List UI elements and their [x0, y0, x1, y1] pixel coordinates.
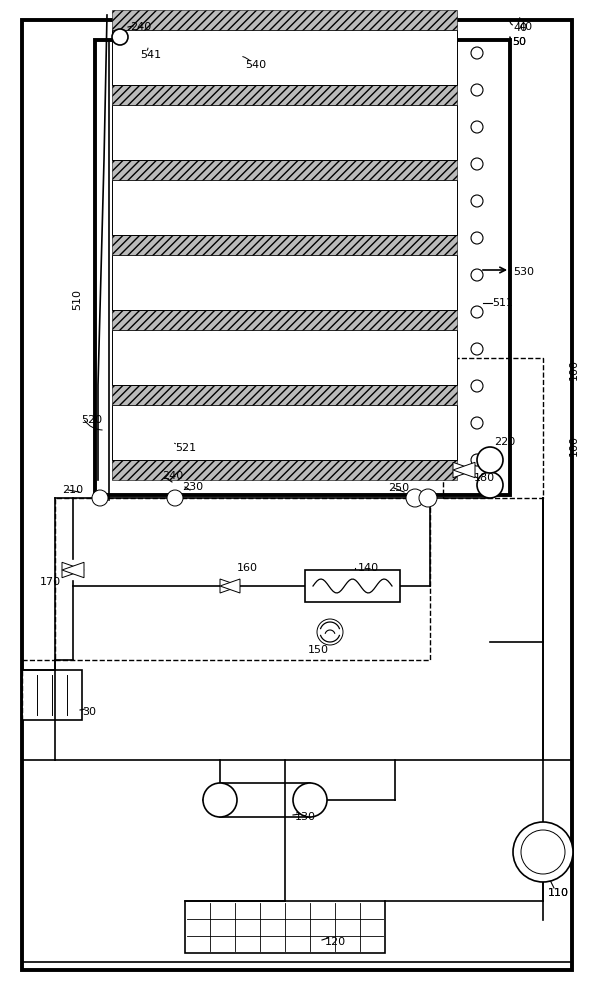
Text: 50: 50 — [512, 37, 526, 47]
Text: 521: 521 — [175, 443, 196, 453]
Circle shape — [167, 490, 183, 506]
Text: 240: 240 — [130, 22, 151, 32]
Text: 150: 150 — [308, 645, 329, 655]
Polygon shape — [62, 562, 84, 578]
Circle shape — [471, 47, 483, 59]
Circle shape — [521, 830, 565, 874]
Bar — [112, 385, 457, 405]
Bar — [95, 40, 510, 495]
Circle shape — [471, 84, 483, 96]
Circle shape — [471, 121, 483, 133]
Circle shape — [471, 417, 483, 429]
Circle shape — [112, 29, 128, 45]
Circle shape — [317, 619, 343, 645]
Bar — [112, 405, 457, 460]
Text: 220: 220 — [494, 437, 515, 447]
Polygon shape — [62, 562, 84, 578]
Circle shape — [471, 232, 483, 244]
Text: 230: 230 — [182, 482, 203, 492]
Text: 100: 100 — [569, 360, 579, 380]
Bar — [112, 255, 457, 310]
Circle shape — [471, 269, 483, 281]
Polygon shape — [220, 579, 240, 593]
Bar — [55, 498, 430, 660]
Circle shape — [477, 472, 503, 498]
Bar — [112, 85, 457, 105]
Circle shape — [477, 447, 503, 473]
Circle shape — [471, 380, 483, 392]
Polygon shape — [453, 462, 475, 478]
Circle shape — [92, 490, 108, 506]
Bar — [185, 901, 385, 953]
Text: 530: 530 — [513, 267, 534, 277]
Polygon shape — [453, 462, 475, 478]
Bar — [112, 30, 457, 85]
Text: 40: 40 — [518, 22, 532, 32]
Text: 160: 160 — [237, 563, 258, 573]
Text: 250: 250 — [388, 483, 409, 493]
Bar — [22, 670, 82, 720]
Circle shape — [203, 783, 237, 817]
Circle shape — [471, 343, 483, 355]
Bar — [220, 783, 310, 817]
Bar — [112, 160, 457, 180]
Text: 50: 50 — [512, 37, 526, 47]
Circle shape — [293, 783, 327, 817]
Bar — [112, 460, 457, 480]
Text: 120: 120 — [325, 937, 346, 947]
Bar — [443, 358, 543, 498]
Text: 510: 510 — [72, 290, 82, 310]
Bar — [112, 310, 457, 330]
Circle shape — [419, 489, 437, 507]
Text: 110: 110 — [548, 888, 569, 898]
Text: 140: 140 — [358, 563, 379, 573]
Circle shape — [471, 158, 483, 170]
Bar — [305, 570, 400, 602]
Text: 40: 40 — [513, 23, 527, 33]
Bar — [112, 10, 457, 30]
Circle shape — [406, 489, 424, 507]
Text: 511: 511 — [492, 298, 513, 308]
Text: 30: 30 — [82, 707, 96, 717]
Text: 541: 541 — [140, 50, 161, 60]
Circle shape — [471, 306, 483, 318]
Text: 540: 540 — [245, 60, 266, 70]
Circle shape — [471, 454, 483, 466]
Text: 130: 130 — [295, 812, 316, 822]
Text: 180: 180 — [474, 473, 495, 483]
Text: 520: 520 — [81, 415, 102, 425]
Bar — [112, 180, 457, 235]
Circle shape — [513, 822, 573, 882]
Text: 110: 110 — [548, 888, 569, 898]
Text: 240: 240 — [162, 471, 183, 481]
Text: 100: 100 — [569, 434, 579, 456]
Bar — [112, 330, 457, 385]
Bar — [112, 105, 457, 160]
Polygon shape — [220, 579, 240, 593]
Circle shape — [471, 195, 483, 207]
Text: 170: 170 — [40, 577, 61, 587]
Text: 210: 210 — [62, 485, 83, 495]
Bar — [112, 235, 457, 255]
